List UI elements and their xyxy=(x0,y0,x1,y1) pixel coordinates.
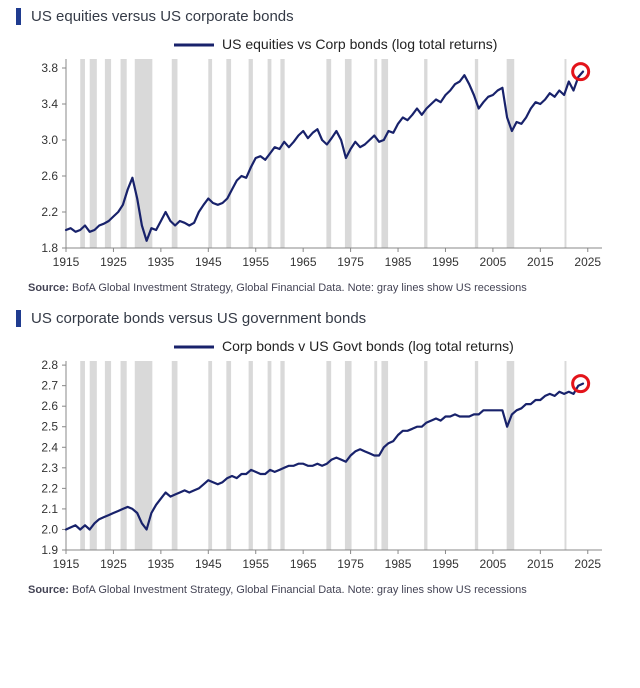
svg-text:1945: 1945 xyxy=(195,557,222,571)
svg-text:1.8: 1.8 xyxy=(41,241,58,255)
svg-text:2025: 2025 xyxy=(574,557,601,571)
chart-plot: 1.9 2.0 2.1 2.2 2.3 2.4 2.5 2.6 2.7 2.8 1915 1925 19… xyxy=(20,333,620,578)
svg-text:2.0: 2.0 xyxy=(41,522,58,536)
svg-text:3.4: 3.4 xyxy=(41,97,58,111)
svg-text:1945: 1945 xyxy=(195,255,222,269)
svg-text:1985: 1985 xyxy=(385,255,412,269)
svg-text:1975: 1975 xyxy=(337,557,364,571)
source-text: BofA Global Investment Strategy, Global … xyxy=(72,584,527,596)
svg-text:1935: 1935 xyxy=(148,557,175,571)
svg-text:1955: 1955 xyxy=(242,255,269,269)
svg-text:1975: 1975 xyxy=(337,255,364,269)
svg-text:1935: 1935 xyxy=(148,255,175,269)
svg-text:1985: 1985 xyxy=(385,557,412,571)
legend-label: US equities vs Corp bonds (log total ret… xyxy=(222,36,497,52)
svg-text:2005: 2005 xyxy=(480,557,507,571)
chart-title: US equities versus US corporate bonds xyxy=(16,8,624,25)
svg-text:2.2: 2.2 xyxy=(41,481,58,495)
svg-text:2.2: 2.2 xyxy=(41,205,58,219)
svg-text:2025: 2025 xyxy=(574,255,601,269)
svg-text:2005: 2005 xyxy=(480,255,507,269)
svg-text:1965: 1965 xyxy=(290,255,317,269)
svg-text:2.7: 2.7 xyxy=(41,379,58,393)
svg-text:1915: 1915 xyxy=(53,255,80,269)
chart-panel-0: US equities versus US corporate bonds 1.8… xyxy=(0,0,640,294)
svg-text:2.4: 2.4 xyxy=(41,440,58,454)
svg-text:3.0: 3.0 xyxy=(41,133,58,147)
svg-text:1925: 1925 xyxy=(100,255,127,269)
svg-text:2015: 2015 xyxy=(527,255,554,269)
svg-text:3.8: 3.8 xyxy=(41,61,58,75)
chart-source: Source: BofA Global Investment Strategy,… xyxy=(28,584,624,596)
legend-label: Corp bonds v US Govt bonds (log total re… xyxy=(222,338,514,354)
svg-text:2.5: 2.5 xyxy=(41,420,58,434)
svg-text:1995: 1995 xyxy=(432,557,459,571)
svg-text:2015: 2015 xyxy=(527,557,554,571)
svg-text:2.8: 2.8 xyxy=(41,358,58,372)
chart-panel-1: US corporate bonds versus US government … xyxy=(0,302,640,596)
svg-text:2.1: 2.1 xyxy=(41,502,58,516)
svg-text:1965: 1965 xyxy=(290,557,317,571)
source-label: Source: xyxy=(28,282,69,294)
svg-text:1.9: 1.9 xyxy=(41,543,58,557)
chart-plot: 1.8 2.2 2.6 3.0 3.4 3.8 1915 1925 1935 1945 1955 19… xyxy=(20,31,620,276)
chart-source: Source: BofA Global Investment Strategy,… xyxy=(28,282,624,294)
svg-text:2.6: 2.6 xyxy=(41,169,58,183)
source-label: Source: xyxy=(28,584,69,596)
source-text: BofA Global Investment Strategy, Global … xyxy=(72,282,527,294)
svg-text:2.6: 2.6 xyxy=(41,399,58,413)
svg-text:1955: 1955 xyxy=(242,557,269,571)
svg-text:1915: 1915 xyxy=(53,557,80,571)
svg-text:1925: 1925 xyxy=(100,557,127,571)
svg-text:1995: 1995 xyxy=(432,255,459,269)
svg-text:2.3: 2.3 xyxy=(41,461,58,475)
chart-title: US corporate bonds versus US government … xyxy=(16,310,624,327)
